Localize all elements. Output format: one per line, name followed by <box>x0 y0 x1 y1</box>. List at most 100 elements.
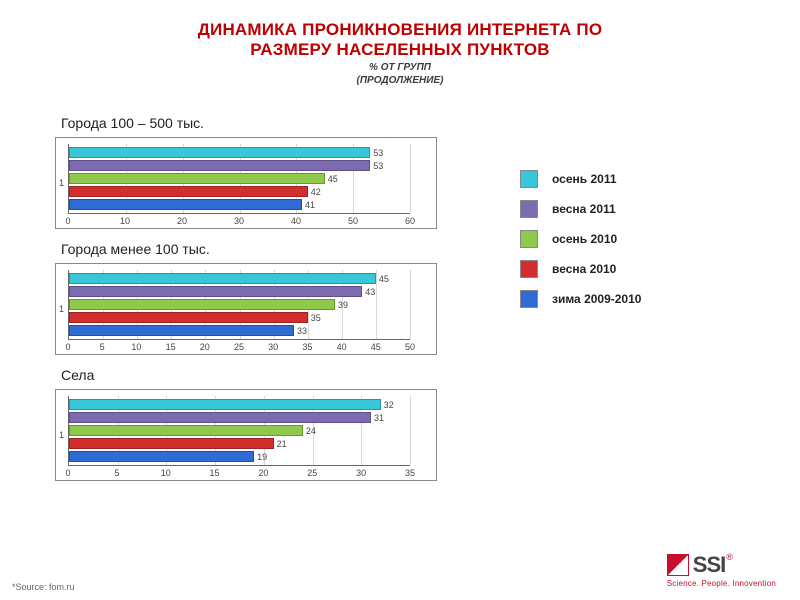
bar-row: 43 <box>69 286 410 298</box>
x-tick-label: 15 <box>210 468 220 478</box>
y-category-label: 1 <box>59 430 64 440</box>
source-note: *Source: fom.ru <box>12 582 75 592</box>
title-line-1: ДИНАМИКА ПРОНИКНОВЕНИЯ ИНТЕРНЕТА ПО <box>0 20 800 40</box>
x-tick-label: 40 <box>291 216 301 226</box>
x-tick-label: 45 <box>371 342 381 352</box>
legend-item: осень 2011 <box>520 170 660 188</box>
legend-swatch-icon <box>520 260 538 278</box>
x-tick-label: 5 <box>100 342 105 352</box>
bar-value-label: 42 <box>311 187 321 197</box>
y-category-label: 1 <box>59 178 64 188</box>
legend-label: осень 2010 <box>552 232 617 246</box>
x-tick-label: 20 <box>200 342 210 352</box>
bar-row: 45 <box>69 273 410 285</box>
chart-frame: 1 45 43 39 35 33 0 5 10 15 20 25 30 35 40 45 50 <box>55 263 437 355</box>
bar <box>69 425 303 436</box>
bars-group: 3231242119 <box>69 398 410 463</box>
x-tick-label: 30 <box>268 342 278 352</box>
chart-frame: 153534542410102030405060 <box>55 137 437 229</box>
legend-swatch-icon <box>520 200 538 218</box>
legend-label: осень 2011 <box>552 172 617 186</box>
bar-value-label: 32 <box>384 400 394 410</box>
chart-plot: 3231242119 <box>68 396 410 466</box>
bar <box>69 438 274 449</box>
title-line-2: РАЗМЕРУ НАСЕЛЕННЫХ ПУНКТОВ <box>0 40 800 60</box>
bar-value-label: 24 <box>306 426 316 436</box>
bar-value-label: 33 <box>297 326 307 336</box>
ssi-logo: SSI® Science. People. Innovention <box>667 552 776 588</box>
bar-row: 42 <box>69 186 410 198</box>
bar-row: 35 <box>69 312 410 324</box>
grid-line <box>410 144 411 213</box>
legend-label: весна 2010 <box>552 262 616 276</box>
bar-row: 41 <box>69 199 410 211</box>
x-tick-label: 50 <box>405 342 415 352</box>
bar <box>69 160 370 171</box>
chart-block: Села1323124211905101520253035 <box>55 367 475 481</box>
x-tick-label: 15 <box>166 342 176 352</box>
bar <box>69 273 376 284</box>
legend-label: весна 2011 <box>552 202 616 216</box>
bar-row: 21 <box>69 438 410 450</box>
bar <box>69 199 302 210</box>
bar-value-label: 19 <box>257 452 267 462</box>
x-tick-label: 30 <box>234 216 244 226</box>
logo-text: SSI <box>693 552 725 577</box>
x-tick-label: 0 <box>65 216 70 226</box>
x-tick-label: 25 <box>234 342 244 352</box>
bar-value-label: 39 <box>338 300 348 310</box>
x-tick-label: 20 <box>258 468 268 478</box>
legend: осень 2011 весна 2011 осень 2010 весна 2010… <box>520 170 660 320</box>
x-tick-label: 25 <box>307 468 317 478</box>
x-tick-label: 60 <box>405 216 415 226</box>
registered-icon: ® <box>726 552 733 562</box>
chart-title: Города менее 100 тыс. <box>61 241 475 257</box>
x-tick-label: 0 <box>65 342 70 352</box>
x-tick-label: 35 <box>302 342 312 352</box>
x-ticks: 0102030405060 <box>68 216 410 228</box>
chart-title: Села <box>61 367 475 383</box>
logo-mark-icon <box>667 554 689 576</box>
chart-plot: 45 43 39 35 33 <box>68 270 410 340</box>
bar-value-label: 43 <box>365 287 375 297</box>
bar-row: 19 <box>69 451 410 463</box>
x-tick-label: 50 <box>348 216 358 226</box>
subtitle-line-1: % ОТ ГРУПП <box>0 62 800 73</box>
x-tick-label: 5 <box>114 468 119 478</box>
x-tick-label: 10 <box>120 216 130 226</box>
bar-value-label: 53 <box>373 148 383 158</box>
grid-line <box>410 396 411 465</box>
bar <box>69 286 362 297</box>
bar-value-label: 45 <box>379 274 389 284</box>
y-category-label: 1 <box>59 304 64 314</box>
x-tick-label: 0 <box>65 468 70 478</box>
bars-group: 5353454241 <box>69 146 410 211</box>
bar-row: 24 <box>69 425 410 437</box>
subtitle-line-2: (ПРОДОЛЖЕНИЕ) <box>0 75 800 86</box>
legend-label: зима 2009-2010 <box>552 292 641 306</box>
grid-line <box>410 270 411 339</box>
bar-value-label: 41 <box>305 200 315 210</box>
bar <box>69 312 308 323</box>
x-tick-label: 40 <box>337 342 347 352</box>
bar-row: 53 <box>69 160 410 172</box>
bar-row: 45 <box>69 173 410 185</box>
legend-item: зима 2009-2010 <box>520 290 660 308</box>
x-tick-label: 10 <box>161 468 171 478</box>
bar <box>69 147 370 158</box>
bar-row: 53 <box>69 147 410 159</box>
bar-value-label: 35 <box>311 313 321 323</box>
bar-row: 33 <box>69 325 410 337</box>
x-tick-label: 10 <box>131 342 141 352</box>
bar-row: 39 <box>69 299 410 311</box>
x-ticks: 05101520253035 <box>68 468 410 480</box>
charts-column: Города 100 – 500 тыс.1535345424101020304… <box>55 115 475 493</box>
logo-tagline: Science. People. Innovention <box>667 579 776 588</box>
bar-value-label: 21 <box>277 439 287 449</box>
bar <box>69 173 325 184</box>
legend-swatch-icon <box>520 230 538 248</box>
chart-block: Города менее 100 тыс. 1 45 43 39 35 33 0 5 10 15 20… <box>55 241 475 355</box>
chart-block: Города 100 – 500 тыс.1535345424101020304… <box>55 115 475 229</box>
bar <box>69 412 371 423</box>
x-tick-label: 30 <box>356 468 366 478</box>
